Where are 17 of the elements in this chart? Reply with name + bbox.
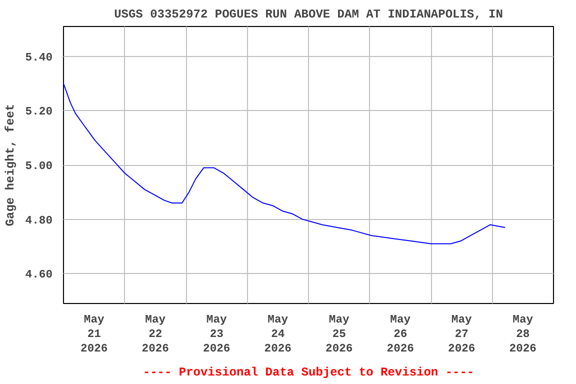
x-tick-label: May 26 2026 [386, 314, 414, 356]
x-tick-label: May 25 2026 [326, 314, 353, 356]
y-tick-label: 5.40 [25, 52, 53, 64]
x-tick-label: May 23 2026 [203, 314, 230, 356]
x-tick-label: May 27 2026 [448, 314, 476, 356]
y-tick-label: 4.60 [25, 270, 53, 282]
x-tick-label: May 21 2026 [80, 314, 108, 356]
x-tick-label: May 24 2026 [264, 314, 292, 356]
x-tick-label: May 22 2026 [142, 314, 170, 356]
chart-title: USGS 03352972 POGUES RUN ABOVE DAM AT INDIANAPOLIS, IN [114, 8, 503, 22]
y-tick-label: 5.00 [25, 161, 53, 173]
x-tick-label: May 28 2026 [509, 314, 537, 356]
y-tick-label: 5.20 [25, 106, 53, 119]
text: ---- Provisional Data Subject to Revision ---- [142, 366, 474, 380]
line-series [64, 83, 506, 244]
y-tick-label: 4.80 [25, 215, 53, 228]
y-axis-title: Gage height, feet [3, 104, 18, 226]
